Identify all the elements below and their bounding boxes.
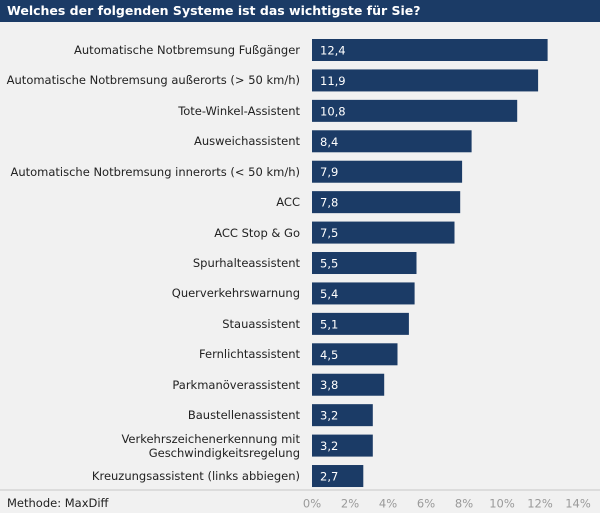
bar bbox=[312, 160, 463, 183]
category-label: Baustellenassistent bbox=[187, 408, 300, 423]
category-label: Automatische Notbremsung innerorts (< 50… bbox=[10, 164, 300, 179]
bar bbox=[312, 373, 385, 396]
x-tick-label: 0% bbox=[303, 497, 321, 511]
bar bbox=[312, 221, 455, 244]
bar bbox=[312, 312, 409, 335]
chart-title: Welches der folgenden Systeme ist das wi… bbox=[7, 3, 421, 18]
value-label: 11,9 bbox=[320, 74, 346, 88]
bar bbox=[312, 191, 461, 214]
bar bbox=[312, 99, 518, 122]
bar bbox=[312, 465, 364, 488]
bar bbox=[312, 69, 539, 92]
footnote: Methode: MaxDiff bbox=[7, 496, 109, 510]
value-label: 7,8 bbox=[320, 196, 338, 210]
category-label: ACC Stop & Go bbox=[214, 225, 300, 240]
bar bbox=[312, 130, 472, 153]
x-tick-label: 10% bbox=[489, 497, 515, 511]
value-label: 4,5 bbox=[320, 348, 338, 362]
category-label: Parkmanöverassistent bbox=[172, 377, 300, 392]
value-label: 10,8 bbox=[320, 104, 346, 118]
value-label: 7,5 bbox=[320, 226, 338, 240]
category-label: Automatische Notbremsung Fußgänger bbox=[74, 43, 300, 57]
value-label: 7,9 bbox=[320, 165, 338, 179]
category-label: Fernlichtassistent bbox=[199, 347, 300, 362]
x-tick-label: 14% bbox=[565, 497, 591, 511]
bar bbox=[312, 39, 548, 61]
bar bbox=[312, 282, 415, 305]
category-label: Verkehrszeichenerkennung mit Geschwindig… bbox=[121, 431, 300, 460]
value-label: 5,1 bbox=[320, 317, 338, 331]
value-label: 3,2 bbox=[320, 409, 338, 423]
category-label: Automatische Notbremsung außerorts (> 50… bbox=[6, 73, 300, 88]
value-label: 12,4 bbox=[320, 44, 346, 58]
value-label: 3,8 bbox=[320, 378, 338, 392]
x-tick-label: 6% bbox=[417, 497, 435, 511]
value-label: 5,5 bbox=[320, 257, 338, 271]
bar bbox=[312, 404, 373, 427]
category-label: Spurhalteassistent bbox=[192, 256, 300, 270]
category-label: ACC bbox=[276, 195, 300, 210]
category-label: Kreuzungsassistent (links abbiegen) bbox=[91, 469, 300, 484]
x-tick-label: 12% bbox=[527, 497, 553, 511]
category-label: Stauassistent bbox=[222, 316, 300, 331]
bar bbox=[312, 343, 398, 366]
category-label: Tote-Winkel-Assistent bbox=[178, 103, 300, 118]
bar bbox=[312, 252, 417, 275]
bar bbox=[312, 434, 373, 457]
category-label: Querverkehrswarnung bbox=[171, 286, 300, 301]
x-tick-label: 2% bbox=[341, 497, 359, 511]
x-tick-label: 8% bbox=[455, 497, 473, 511]
category-label: Ausweichassistent bbox=[193, 134, 300, 149]
x-tick-label: 4% bbox=[379, 497, 397, 511]
header-bar bbox=[0, 0, 600, 22]
value-label: 2,7 bbox=[320, 470, 338, 484]
value-label: 5,4 bbox=[320, 287, 338, 301]
value-label: 3,2 bbox=[320, 439, 338, 453]
value-label: 8,4 bbox=[320, 135, 338, 149]
